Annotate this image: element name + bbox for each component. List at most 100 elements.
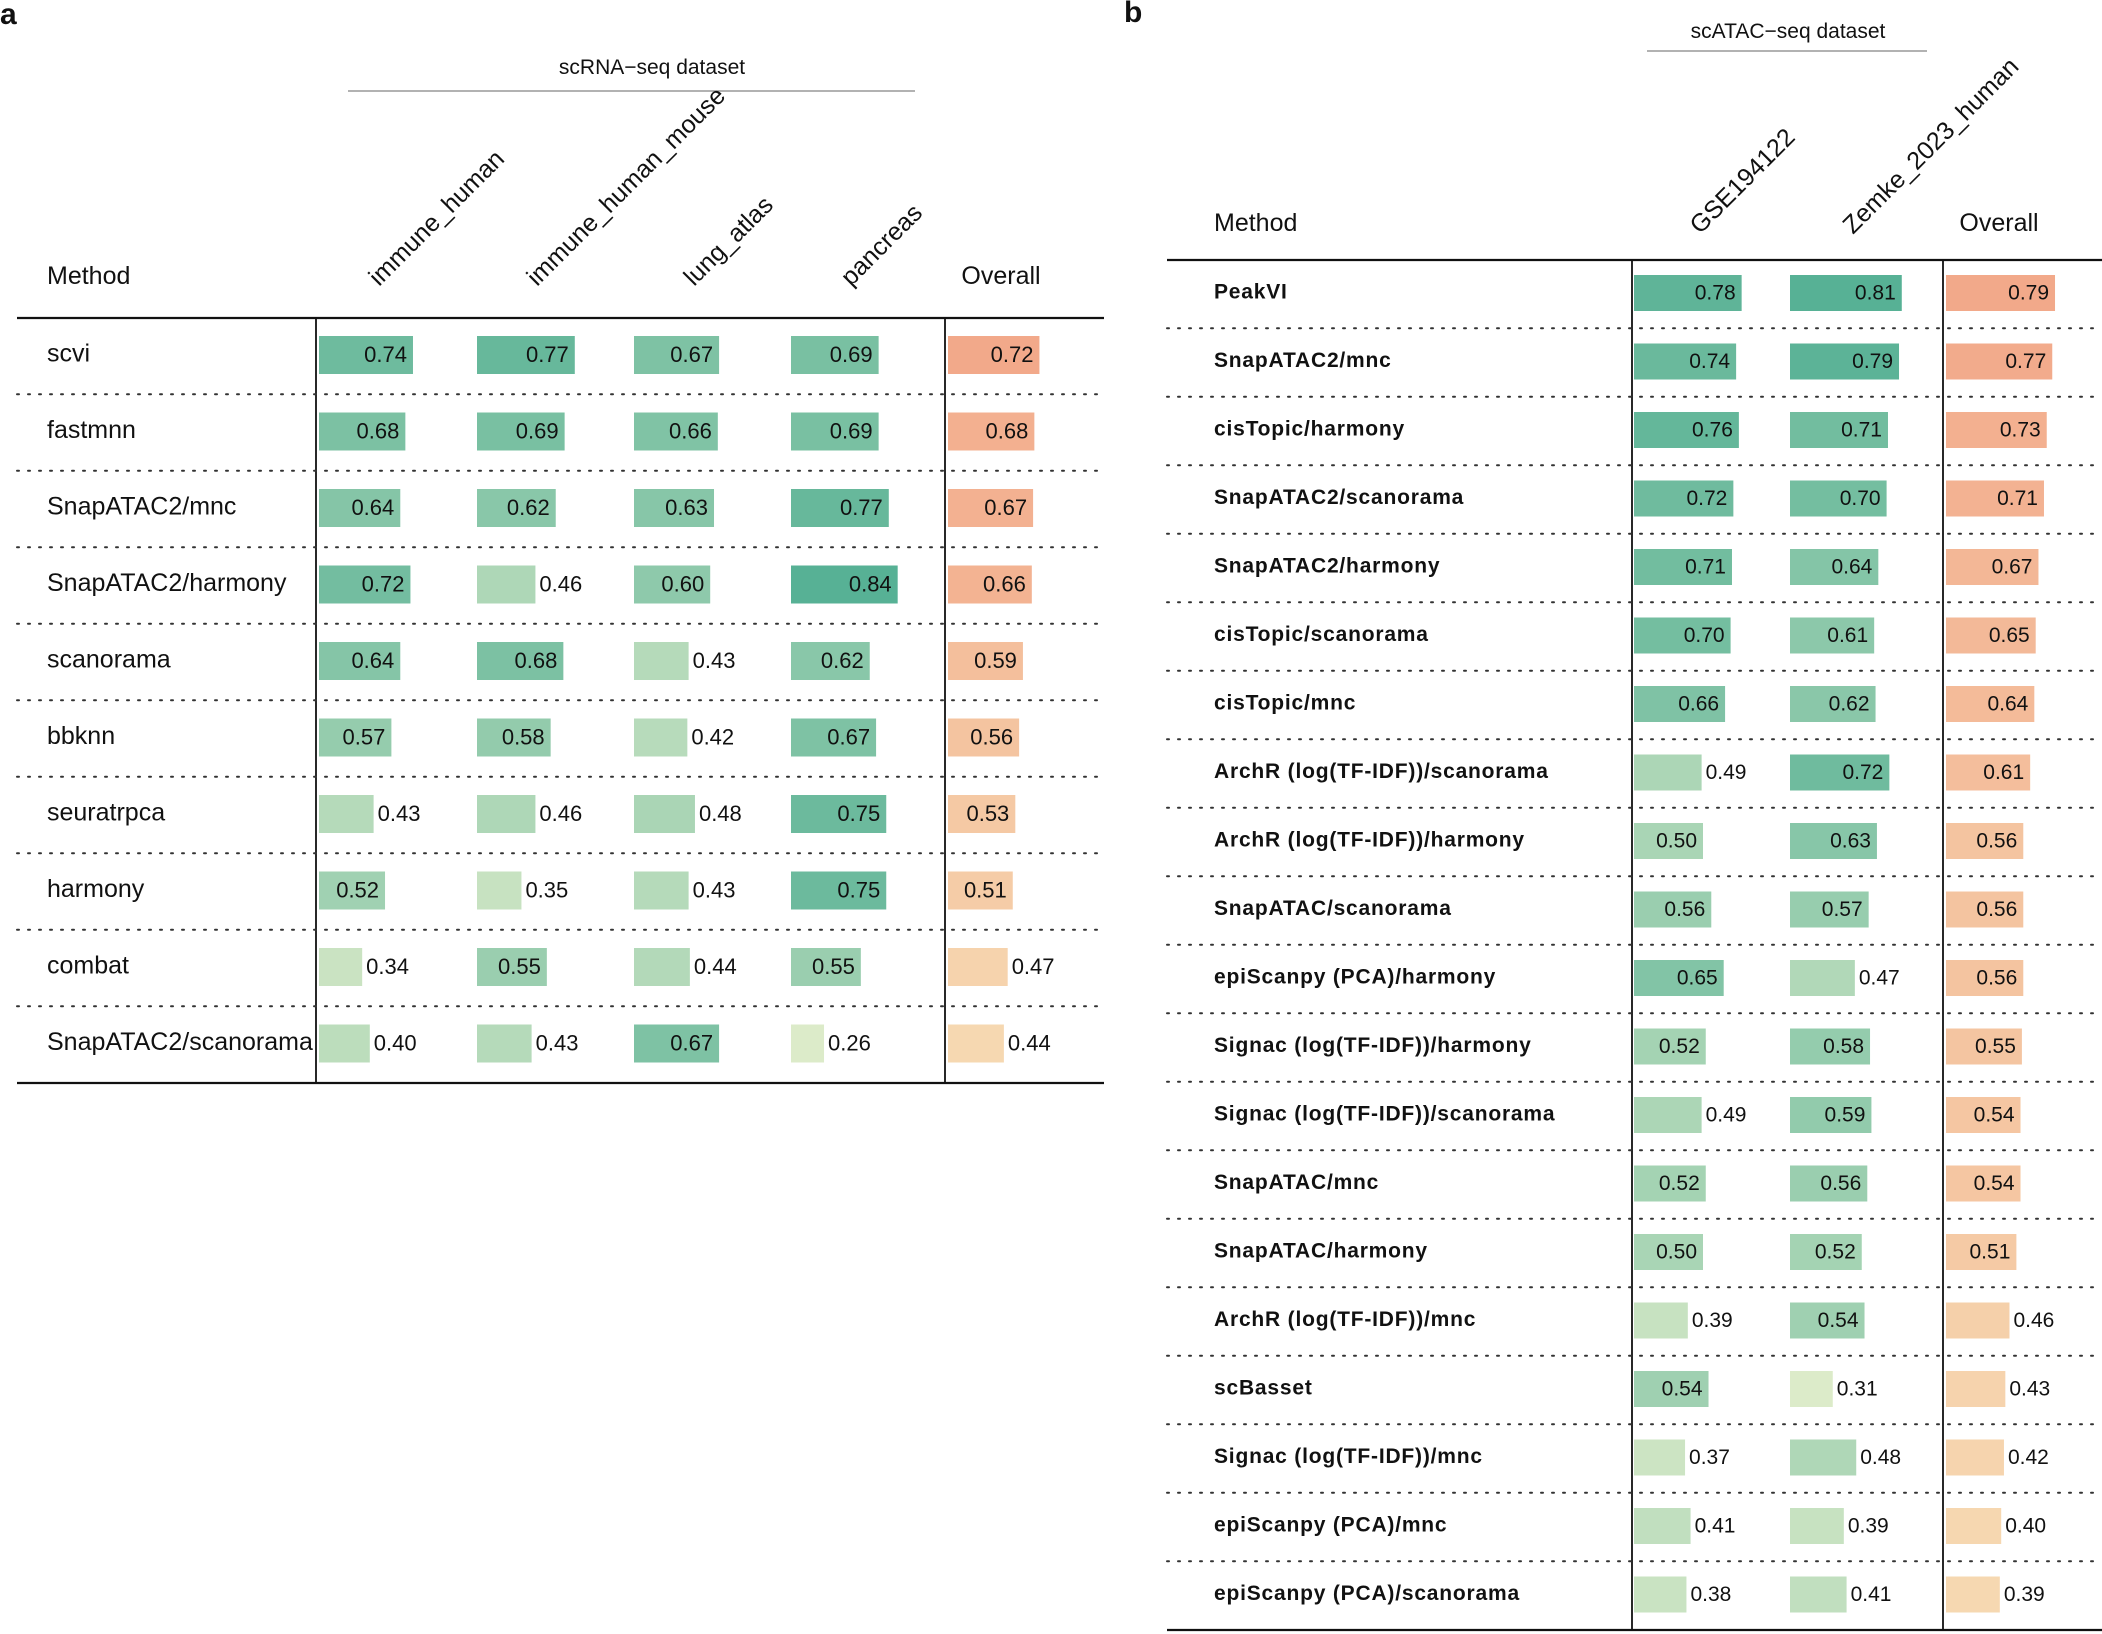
- method-label: scvi: [47, 340, 90, 368]
- score-label-GSE194122: 0.39: [1692, 1309, 1733, 1332]
- method-label: harmony: [47, 875, 145, 903]
- score-label-immune_human: 0.72: [362, 571, 405, 596]
- overall-score-label: 0.51: [1970, 1241, 2011, 1264]
- overall-score-label: 0.56: [1976, 830, 2017, 853]
- score-label-Zemke_2023_human: 0.39: [1848, 1515, 1889, 1538]
- score-label-Zemke_2023_human: 0.47: [1859, 967, 1900, 990]
- score-label-pancreas: 0.69: [830, 418, 873, 443]
- method-label: SnapATAC2/harmony: [47, 569, 287, 597]
- score-bar-pancreas: [791, 412, 879, 451]
- score-label-Zemke_2023_human: 0.70: [1840, 487, 1881, 510]
- overall-score-bar: [1946, 1028, 2022, 1065]
- score-label-immune_human_mouse: 0.62: [507, 495, 550, 520]
- score-bar-Zemke_2023_human: [1790, 754, 1890, 791]
- overall-score-label: 0.68: [986, 418, 1029, 443]
- score-label-pancreas: 0.84: [849, 571, 892, 596]
- table-row: Signac (log(TF-IDF))/mnc 0.37 0.48 0.42: [1214, 1439, 2049, 1476]
- overall-score-bar: [1946, 823, 2024, 859]
- score-label-Zemke_2023_human: 0.72: [1842, 761, 1883, 784]
- score-label-Zemke_2023_human: 0.71: [1841, 419, 1882, 442]
- table-row: ArchR (log(TF-IDF))/mnc 0.39 0.54 0.46: [1214, 1302, 2054, 1339]
- score-label-Zemke_2023_human: 0.81: [1855, 282, 1896, 305]
- table-row: harmony 0.52 0.35 0.43 0.75 0.51: [47, 871, 1013, 910]
- overall-score-label: 0.65: [1989, 624, 2030, 647]
- method-label: ArchR (log(TF-IDF))/harmony: [1214, 829, 1525, 852]
- score-label-Zemke_2023_human: 0.57: [1822, 898, 1863, 921]
- method-label: cisTopic/mnc: [1214, 692, 1356, 715]
- score-label-GSE194122: 0.49: [1706, 1104, 1747, 1127]
- score-label-GSE194122: 0.66: [1678, 693, 1719, 716]
- overall-score-bar: [1946, 1508, 2002, 1544]
- score-bar-lung_atlas: [634, 642, 689, 680]
- score-bar-GSE194122: [1634, 549, 1732, 585]
- method-label: SnapATAC2/scanorama: [47, 1028, 313, 1056]
- overall-score-bar: [1946, 686, 2035, 722]
- score-label-immune_human: 0.64: [351, 648, 394, 673]
- score-bar-Zemke_2023_human: [1790, 1439, 1857, 1476]
- table-row: cisTopic/harmony 0.76 0.71 0.73: [1214, 412, 2047, 448]
- score-bar-Zemke_2023_human: [1790, 1165, 1868, 1202]
- score-bar-lung_atlas: [634, 795, 695, 833]
- overall-score-bar: [948, 642, 1023, 680]
- table-row: combat 0.34 0.55 0.44 0.55 0.47: [47, 948, 1055, 986]
- overall-score-bar: [1946, 754, 2031, 791]
- score-bar-Zemke_2023_human: [1790, 343, 1900, 380]
- table-row: SnapATAC/mnc 0.52 0.56 0.54: [1214, 1165, 2021, 1202]
- method-label: bbknn: [47, 722, 115, 750]
- score-bar-lung_atlas: [634, 948, 690, 986]
- score-bar-pancreas: [791, 718, 877, 757]
- table-row: SnapATAC2/mnc 0.64 0.62 0.63 0.77 0.67: [47, 489, 1034, 527]
- method-label: seuratrpca: [47, 799, 165, 827]
- score-bar-GSE194122: [1634, 1576, 1687, 1613]
- table-row: epiScanpy (PCA)/harmony 0.65 0.47 0.56: [1214, 960, 2024, 996]
- score-bar-Zemke_2023_human: [1790, 1576, 1847, 1613]
- score-label-pancreas: 0.69: [830, 342, 873, 367]
- overall-score-label: 0.53: [966, 801, 1009, 826]
- overall-score-label: 0.64: [1987, 693, 2028, 716]
- table-row: Signac (log(TF-IDF))/harmony 0.52 0.58 0.55: [1214, 1028, 2022, 1065]
- score-bar-Zemke_2023_human: [1790, 823, 1877, 859]
- score-bar-lung_atlas: [634, 718, 688, 757]
- score-bar-immune_human: [319, 336, 413, 374]
- score-label-immune_human_mouse: 0.46: [539, 571, 582, 596]
- score-bar-GSE194122: [1634, 754, 1702, 791]
- score-bar-Zemke_2023_human: [1790, 480, 1887, 517]
- method-label: SnapATAC2/mnc: [1214, 349, 1392, 372]
- score-bar-immune_human: [319, 412, 406, 451]
- score-bar-GSE194122: [1634, 1234, 1703, 1270]
- overall-score-bar: [1946, 480, 2044, 517]
- score-label-lung_atlas: 0.42: [691, 724, 734, 749]
- score-label-immune_human: 0.40: [374, 1030, 417, 1055]
- method-label: fastmnn: [47, 416, 136, 444]
- table-row: scanorama 0.64 0.68 0.43 0.62 0.59: [47, 642, 1023, 680]
- table-row: SnapATAC2/scanorama 0.72 0.70 0.71: [1214, 480, 2044, 517]
- score-bar-GSE194122: [1634, 412, 1739, 448]
- overall-score-label: 0.46: [2013, 1309, 2054, 1332]
- overall-score-label: 0.51: [964, 877, 1007, 902]
- score-label-GSE194122: 0.38: [1690, 1583, 1731, 1606]
- score-label-immune_human: 0.74: [364, 342, 407, 367]
- score-label-pancreas: 0.77: [840, 495, 883, 520]
- method-label: Signac (log(TF-IDF))/harmony: [1214, 1034, 1532, 1057]
- method-label: SnapATAC2/mnc: [47, 493, 236, 521]
- score-bar-immune_human_mouse: [477, 565, 536, 604]
- score-bar-pancreas: [791, 795, 887, 833]
- score-label-GSE194122: 0.78: [1695, 282, 1736, 305]
- score-label-immune_human_mouse: 0.69: [516, 418, 559, 443]
- score-bar-immune_human_mouse: [477, 336, 575, 374]
- overall-score-bar: [948, 412, 1035, 451]
- score-label-GSE194122: 0.54: [1662, 1378, 1703, 1401]
- score-label-Zemke_2023_human: 0.54: [1818, 1309, 1859, 1332]
- overall-score-bar: [1946, 412, 2047, 448]
- score-label-lung_atlas: 0.48: [699, 801, 742, 826]
- score-label-GSE194122: 0.56: [1664, 898, 1705, 921]
- overall-score-label: 0.54: [1974, 1172, 2015, 1195]
- method-label: Signac (log(TF-IDF))/scanorama: [1214, 1103, 1555, 1126]
- score-bar-GSE194122: [1634, 1371, 1709, 1407]
- score-label-immune_human: 0.43: [378, 801, 421, 826]
- score-label-Zemke_2023_human: 0.59: [1825, 1104, 1866, 1127]
- score-bar-GSE194122: [1634, 1508, 1691, 1544]
- score-label-Zemke_2023_human: 0.58: [1823, 1035, 1864, 1058]
- score-label-immune_human_mouse: 0.58: [502, 724, 545, 749]
- method-label: epiScanpy (PCA)/mnc: [1214, 1514, 1447, 1537]
